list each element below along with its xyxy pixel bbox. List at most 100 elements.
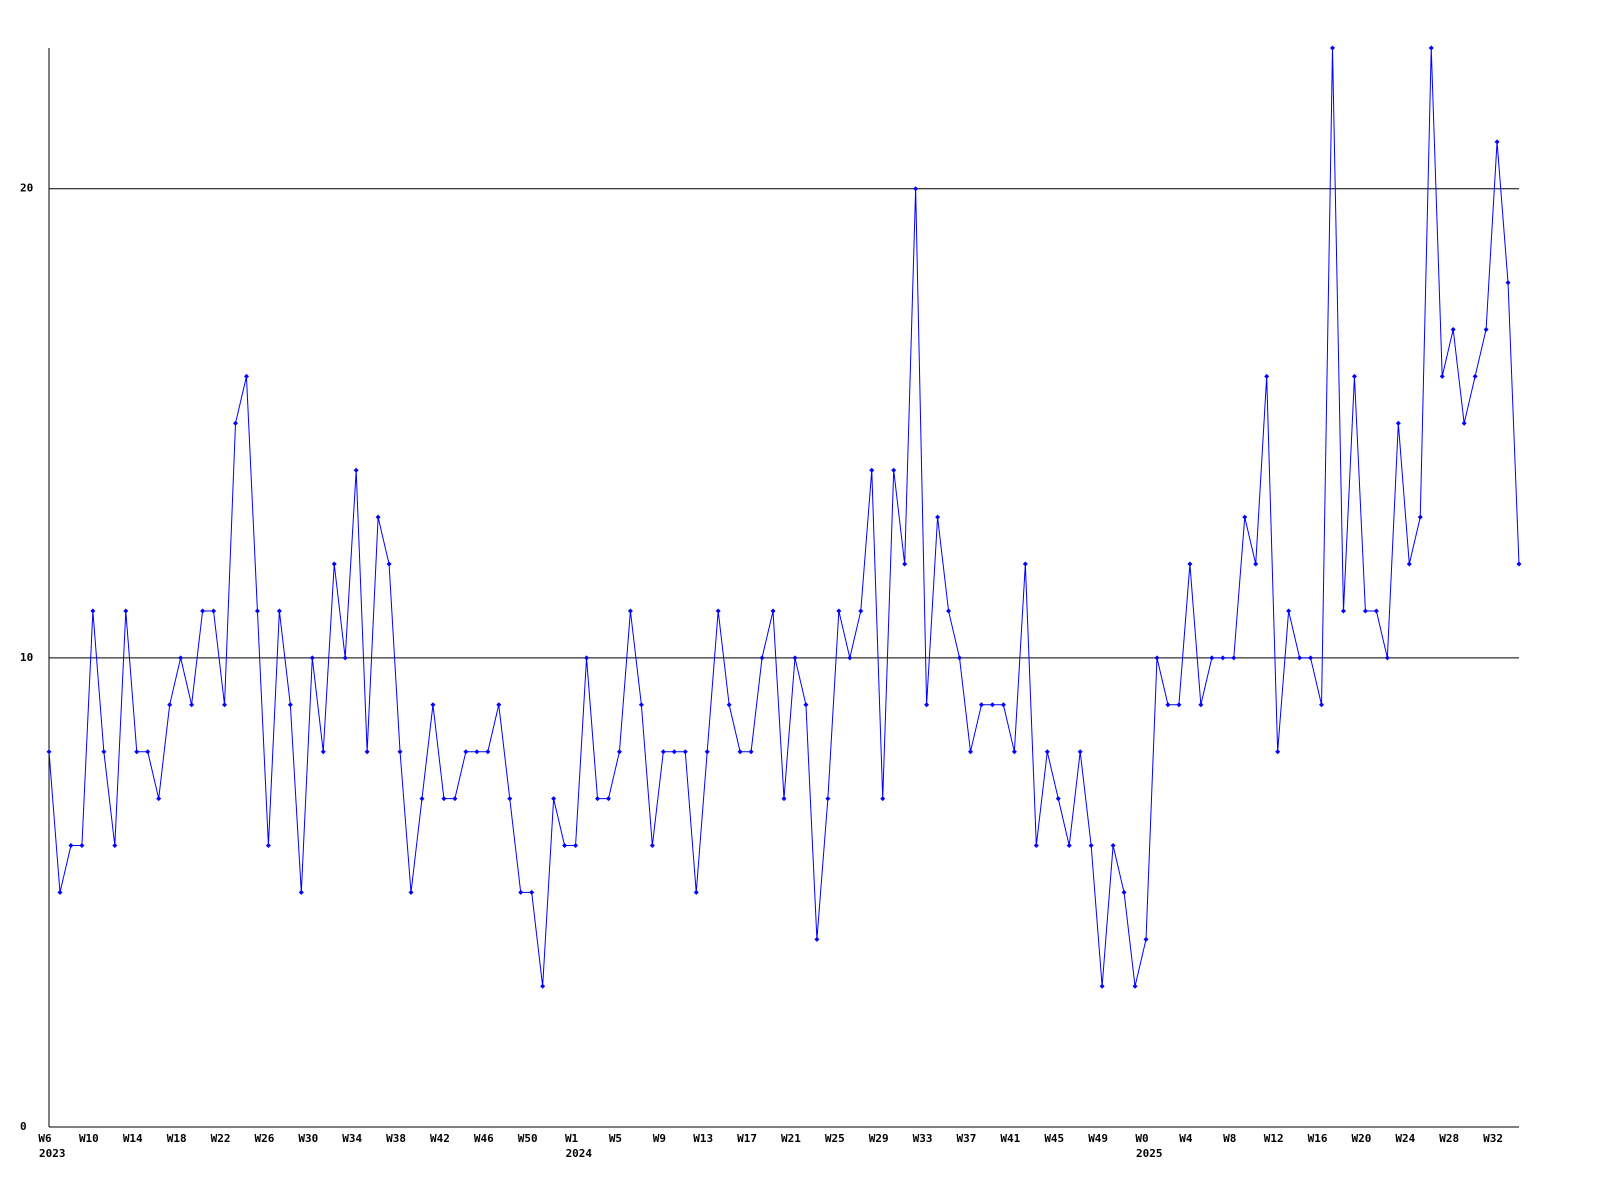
point (1253, 561, 1259, 567)
point (1044, 749, 1050, 755)
x-tick-label: W20 (1351, 1132, 1371, 1145)
point (320, 749, 326, 755)
x-tick-label: W14 (123, 1132, 143, 1145)
point (1110, 843, 1116, 849)
point (759, 655, 765, 661)
x-tick-label: W26 (254, 1132, 274, 1145)
y-tick-label: 10 (20, 651, 33, 664)
x-tick-label: W50 (518, 1132, 538, 1145)
x-tick-label: W13 (693, 1132, 713, 1145)
point (638, 702, 644, 708)
point (649, 843, 655, 849)
point (814, 936, 820, 942)
point (507, 796, 513, 802)
point (1340, 608, 1346, 614)
point (529, 889, 535, 895)
point (1373, 608, 1379, 614)
point (452, 796, 458, 802)
point (1143, 936, 1149, 942)
point (1022, 561, 1028, 567)
point (627, 608, 633, 614)
point (1099, 983, 1105, 989)
x-tick-label: W24 (1395, 1132, 1415, 1145)
x-year-label: 2023 (39, 1147, 66, 1160)
point (825, 796, 831, 802)
point (189, 702, 195, 708)
x-tick-label: W34 (342, 1132, 362, 1145)
point (1308, 655, 1314, 661)
point (408, 889, 414, 895)
point (1055, 796, 1061, 802)
point (978, 702, 984, 708)
point (682, 749, 688, 755)
point (1275, 749, 1281, 755)
x-tick-label: W41 (1000, 1132, 1020, 1145)
x-tick-label: W8 (1223, 1132, 1236, 1145)
x-tick-label: W12 (1264, 1132, 1284, 1145)
point (616, 749, 622, 755)
point (1066, 843, 1072, 849)
point (496, 702, 502, 708)
point (935, 514, 941, 520)
point (967, 749, 973, 755)
point (1165, 702, 1171, 708)
point (693, 889, 699, 895)
point (946, 608, 952, 614)
x-tick-label: W32 (1483, 1132, 1503, 1145)
point (79, 843, 85, 849)
point (836, 608, 842, 614)
point (1176, 702, 1182, 708)
point (715, 608, 721, 614)
point (57, 889, 63, 895)
point (1483, 326, 1489, 332)
y-tick-label: 20 (20, 182, 33, 195)
point (540, 983, 546, 989)
point (989, 702, 995, 708)
x-tick-label: W33 (913, 1132, 933, 1145)
point (145, 749, 151, 755)
point (1220, 655, 1226, 661)
point (1242, 514, 1248, 520)
point (134, 749, 140, 755)
x-tick-label: W37 (957, 1132, 977, 1145)
x-tick-label: W4 (1179, 1132, 1193, 1145)
x-tick-label: W10 (79, 1132, 99, 1145)
point (1384, 655, 1390, 661)
x-tick-label: W46 (474, 1132, 494, 1145)
x-tick-label: W17 (737, 1132, 757, 1145)
point (781, 796, 787, 802)
point (1362, 608, 1368, 614)
point (254, 608, 260, 614)
point (90, 608, 96, 614)
point (660, 749, 666, 755)
point (562, 843, 568, 849)
point (222, 702, 228, 708)
point (891, 467, 897, 473)
point (46, 749, 52, 755)
point (1516, 561, 1522, 567)
point (1297, 655, 1303, 661)
point (671, 749, 677, 755)
point (156, 796, 162, 802)
point (474, 749, 480, 755)
point (770, 608, 776, 614)
point (1472, 373, 1478, 379)
point (902, 561, 908, 567)
point (726, 702, 732, 708)
x-tick-label: W38 (386, 1132, 406, 1145)
point (265, 843, 271, 849)
x-tick-label: W9 (653, 1132, 666, 1145)
point (792, 655, 798, 661)
point (1286, 608, 1292, 614)
x-tick-label: W22 (211, 1132, 231, 1145)
point (1439, 373, 1445, 379)
point (211, 608, 217, 614)
point (1088, 843, 1094, 849)
point (178, 655, 184, 661)
point (1231, 655, 1237, 661)
point (1395, 420, 1401, 426)
point (1011, 749, 1017, 755)
point (167, 702, 173, 708)
